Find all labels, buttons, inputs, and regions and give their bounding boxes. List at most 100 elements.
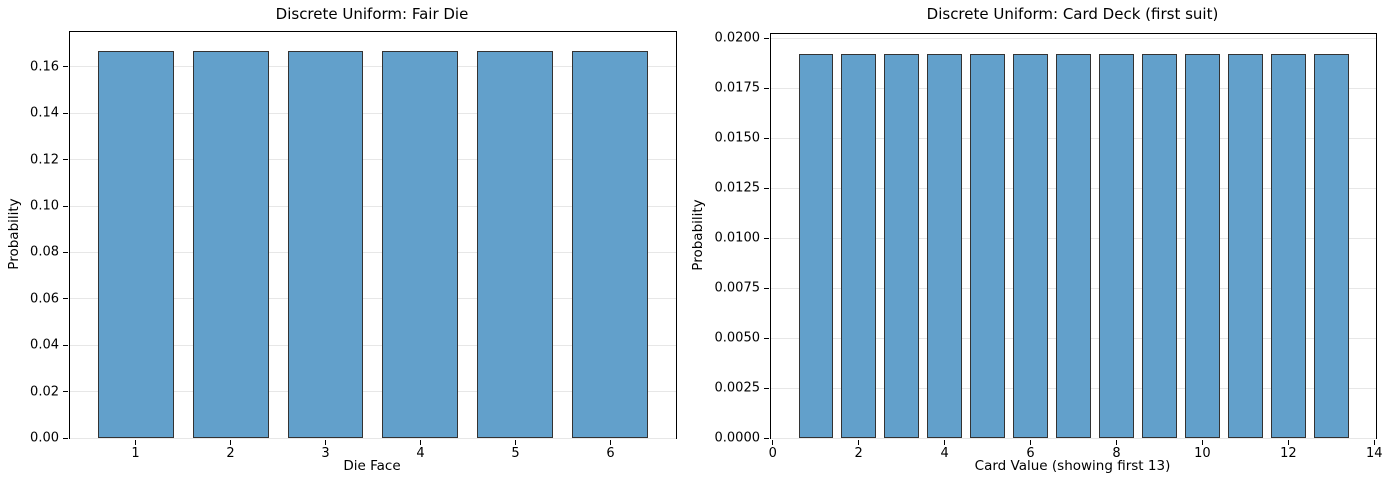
y-tick-mark xyxy=(63,205,68,207)
y-tick-mark xyxy=(63,344,68,346)
y-tick-label: 0.0175 xyxy=(714,80,761,96)
y-tick-label: 0.0100 xyxy=(714,230,761,246)
bar xyxy=(798,54,833,438)
y-tick-label: 0.10 xyxy=(30,198,59,214)
x-tick-mark xyxy=(858,440,860,445)
gridline xyxy=(70,205,676,207)
bar xyxy=(884,54,919,438)
x-tick-label: 14 xyxy=(1366,446,1383,461)
y-tick-label: 0.0125 xyxy=(714,180,761,196)
bar xyxy=(477,51,554,438)
y-tick-label: 0.14 xyxy=(30,105,59,121)
y-tick-mark xyxy=(63,112,68,114)
bar xyxy=(1228,54,1263,438)
gridline xyxy=(70,159,676,161)
x-tick-mark xyxy=(230,440,232,445)
y-tick-label: 0.0200 xyxy=(714,30,761,46)
bar xyxy=(382,51,459,438)
x-tick-mark xyxy=(1373,440,1375,445)
x-tick-label: 5 xyxy=(511,446,520,461)
x-tick-mark xyxy=(1287,440,1289,445)
y-tick-mark xyxy=(63,298,68,300)
y-tick-mark xyxy=(764,237,769,239)
y-tick-mark xyxy=(63,251,68,253)
gridline xyxy=(70,112,676,114)
gridline xyxy=(70,344,676,346)
gridline xyxy=(70,251,676,253)
y-tick-label: 0.12 xyxy=(30,152,59,168)
x-tick-label: 2 xyxy=(854,446,863,461)
x-tick-mark xyxy=(772,440,774,445)
x-tick-label: 12 xyxy=(1280,446,1297,461)
y-tick-label: 0.0150 xyxy=(714,130,761,146)
y-tick-label: 0.0000 xyxy=(714,430,761,446)
bar xyxy=(97,51,174,438)
y-tick-label: 0.0025 xyxy=(714,380,761,396)
x-tick-label: 1 xyxy=(131,446,140,461)
y-tick-label: 0.04 xyxy=(30,337,59,353)
x-tick-mark xyxy=(1201,440,1203,445)
x-tick-mark xyxy=(1115,440,1117,445)
gridline xyxy=(70,437,676,439)
gridline xyxy=(70,66,676,68)
x-tick-label: 10 xyxy=(1194,446,1211,461)
y-tick-label: 0.08 xyxy=(30,244,59,260)
y-tick-label: 0.02 xyxy=(30,384,59,400)
x-tick-label: 8 xyxy=(1112,446,1121,461)
y-tick-label: 0.06 xyxy=(30,291,59,307)
x-tick-label: 6 xyxy=(1026,446,1035,461)
bar xyxy=(1271,54,1306,438)
y-tick-mark xyxy=(63,391,68,393)
chart-die-plot-area: 0.00 0.02 0.04 0.06 0.08 0.10 0.12 0.14 0.16 1 2 3 4… xyxy=(30,31,677,461)
bar xyxy=(970,54,1005,438)
bar xyxy=(841,54,876,438)
chart-cards-plot-area: 0.0000 0.0025 0.0050 0.0075 0.0100 0.0125 0.01… xyxy=(715,31,1383,462)
y-tick-mark xyxy=(764,437,769,439)
chart-die-x-axis-label: Die Face xyxy=(343,458,401,474)
chart-die-title: Discrete Uniform: Fair Die xyxy=(275,5,469,23)
x-tick-label: 0 xyxy=(768,446,777,461)
x-tick-mark xyxy=(944,440,946,445)
y-tick-label: 0.0050 xyxy=(714,330,761,346)
x-tick-mark xyxy=(419,440,421,445)
chart-cards-y-axis-label: Probability xyxy=(690,199,706,271)
x-tick-mark xyxy=(325,440,326,445)
y-tick-mark xyxy=(764,387,769,389)
x-tick-label: 2 xyxy=(226,446,235,461)
x-tick-label: 3 xyxy=(321,446,330,461)
y-tick-mark xyxy=(764,137,769,139)
x-tick-label: 4 xyxy=(416,446,425,461)
bar xyxy=(1185,54,1220,438)
bar xyxy=(1013,54,1048,438)
chart-die-y-axis-label: Probability xyxy=(6,198,22,270)
gridline xyxy=(70,391,676,393)
bar xyxy=(572,51,649,438)
gridline xyxy=(771,37,1376,39)
x-tick-mark xyxy=(609,440,611,445)
gridline xyxy=(70,298,676,300)
y-tick-mark xyxy=(764,87,769,89)
x-tick-mark xyxy=(514,440,516,445)
y-tick-label: 0.00 xyxy=(30,430,59,446)
bar xyxy=(192,51,269,438)
bar xyxy=(927,54,962,438)
bar xyxy=(1142,54,1177,438)
y-tick-mark xyxy=(63,159,68,161)
y-tick-mark xyxy=(764,337,769,339)
x-tick-label: 6 xyxy=(606,446,615,461)
bar xyxy=(287,51,364,438)
x-tick-mark xyxy=(1030,440,1032,445)
y-tick-mark xyxy=(63,437,68,439)
bar xyxy=(1314,54,1349,438)
x-tick-mark xyxy=(135,440,137,445)
y-tick-mark xyxy=(63,66,68,68)
y-tick-label: 0.0075 xyxy=(714,280,761,296)
x-tick-label: 4 xyxy=(940,446,949,461)
y-tick-mark xyxy=(764,187,769,189)
gridline xyxy=(771,437,1376,439)
bar xyxy=(1056,54,1091,438)
y-tick-label: 0.16 xyxy=(30,59,59,75)
y-tick-mark xyxy=(764,287,769,289)
chart-cards-title: Discrete Uniform: Card Deck (first suit) xyxy=(926,5,1219,23)
